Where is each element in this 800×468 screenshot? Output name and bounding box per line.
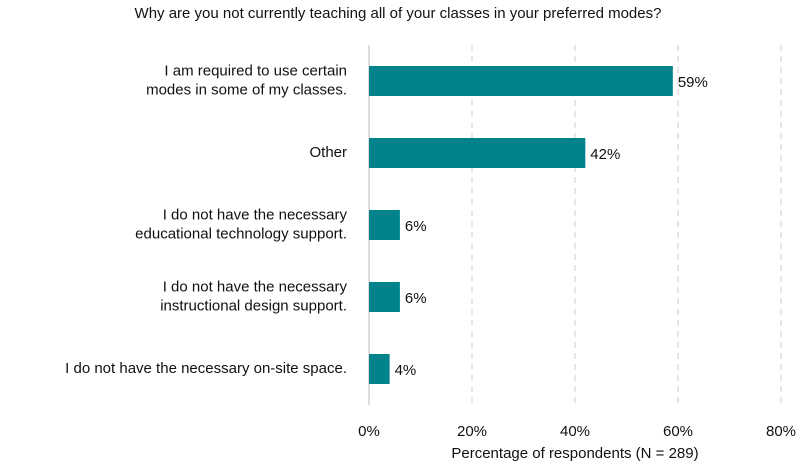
x-axis-title: Percentage of respondents (N = 289) bbox=[451, 445, 698, 462]
bar bbox=[369, 210, 400, 240]
value-label: 42% bbox=[590, 146, 620, 163]
x-tick-label: 40% bbox=[560, 423, 590, 440]
x-tick-label: 20% bbox=[457, 423, 487, 440]
value-label: 4% bbox=[395, 362, 417, 379]
y-tick-label: I am required to use certain modes in som… bbox=[146, 62, 347, 98]
value-label: 6% bbox=[405, 290, 427, 307]
bar bbox=[369, 354, 390, 384]
x-tick-label: 0% bbox=[358, 423, 380, 440]
bar bbox=[369, 138, 586, 168]
y-tick-label: I do not have the necessary instructional… bbox=[160, 278, 347, 314]
y-tick-label: I do not have the necessary educational t… bbox=[135, 206, 347, 242]
y-tick-label: I do not have the necessary on-site spac… bbox=[65, 360, 347, 377]
value-label: 59% bbox=[678, 74, 708, 91]
y-tick-label: Other bbox=[309, 144, 347, 161]
value-label: 6% bbox=[405, 218, 427, 235]
chart-title: Why are you not currently teaching all o… bbox=[135, 5, 662, 22]
bar bbox=[369, 66, 673, 96]
bar bbox=[369, 282, 400, 312]
x-tick-label: 80% bbox=[766, 423, 796, 440]
x-tick-label: 60% bbox=[663, 423, 693, 440]
